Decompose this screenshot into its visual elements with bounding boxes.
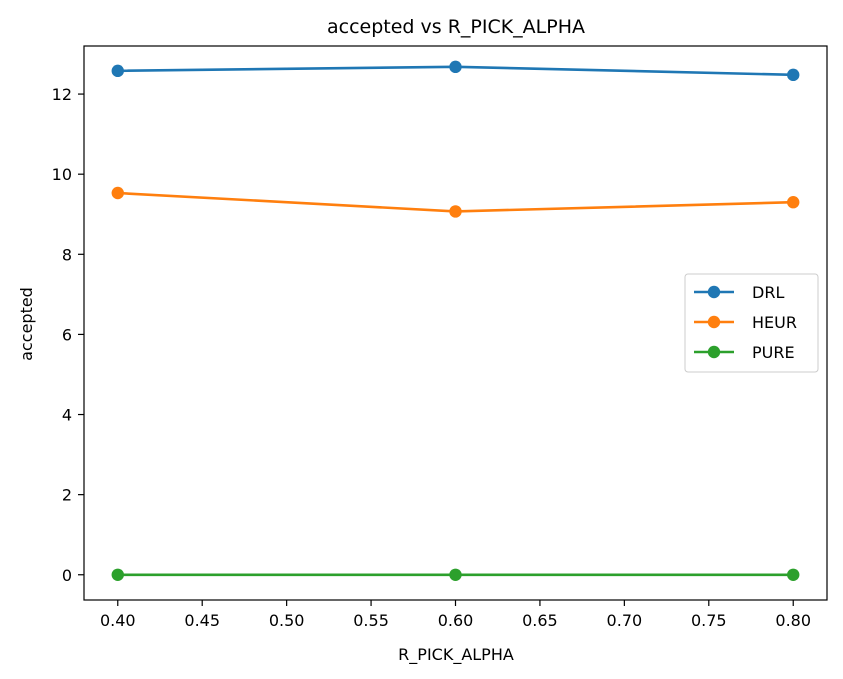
legend-swatch-marker	[707, 285, 721, 299]
series-drl	[111, 60, 800, 82]
legend-item: PURE	[694, 343, 795, 362]
y-axis: 0 2 4 6 8 10 12	[52, 85, 84, 585]
data-point	[111, 568, 124, 581]
x-tick-label: 0.70	[607, 611, 643, 630]
legend: DRL HEUR PURE	[684, 273, 819, 373]
legend-label: PURE	[752, 343, 795, 362]
x-tick-label: 0.55	[353, 611, 389, 630]
y-tick-label: 4	[62, 406, 72, 425]
data-point	[449, 60, 462, 74]
series-heur	[111, 186, 800, 218]
data-point	[787, 68, 800, 82]
x-tick-label: 0.75	[691, 611, 727, 630]
y-tick-label: 2	[62, 486, 72, 505]
y-tick-label: 8	[62, 245, 72, 264]
legend-label: HEUR	[752, 313, 797, 332]
x-tick-label: 0.80	[775, 611, 811, 630]
x-tick-label: 0.45	[184, 611, 220, 630]
series-pure	[111, 568, 800, 581]
y-tick-label: 0	[62, 566, 72, 585]
series-layer	[111, 60, 800, 581]
data-point	[449, 568, 462, 581]
x-tick-label: 0.40	[100, 611, 136, 630]
legend-item: DRL	[694, 283, 784, 302]
y-tick-label: 12	[52, 85, 72, 104]
data-point	[111, 64, 124, 78]
legend-swatch-marker	[707, 345, 721, 359]
legend-label: DRL	[752, 283, 784, 302]
y-tick-label: 6	[62, 325, 72, 344]
y-tick-label: 10	[52, 165, 72, 184]
legend-swatch-marker	[707, 315, 721, 329]
data-point	[787, 568, 800, 581]
data-point	[449, 205, 462, 218]
y-axis-label: accepted	[17, 287, 36, 361]
x-axis-label: R_PICK_ALPHA	[398, 645, 514, 665]
x-tick-label: 0.65	[522, 611, 558, 630]
legend-item: HEUR	[694, 313, 797, 332]
x-tick-label: 0.60	[438, 611, 474, 630]
x-tick-label: 0.50	[269, 611, 305, 630]
data-point	[787, 196, 800, 209]
chart-title: accepted vs R_PICK_ALPHA	[327, 16, 585, 38]
data-point	[111, 186, 124, 200]
x-axis: 0.40 0.45 0.50 0.55 0.60 0.65 0.70 0.75 0.80	[100, 600, 811, 630]
